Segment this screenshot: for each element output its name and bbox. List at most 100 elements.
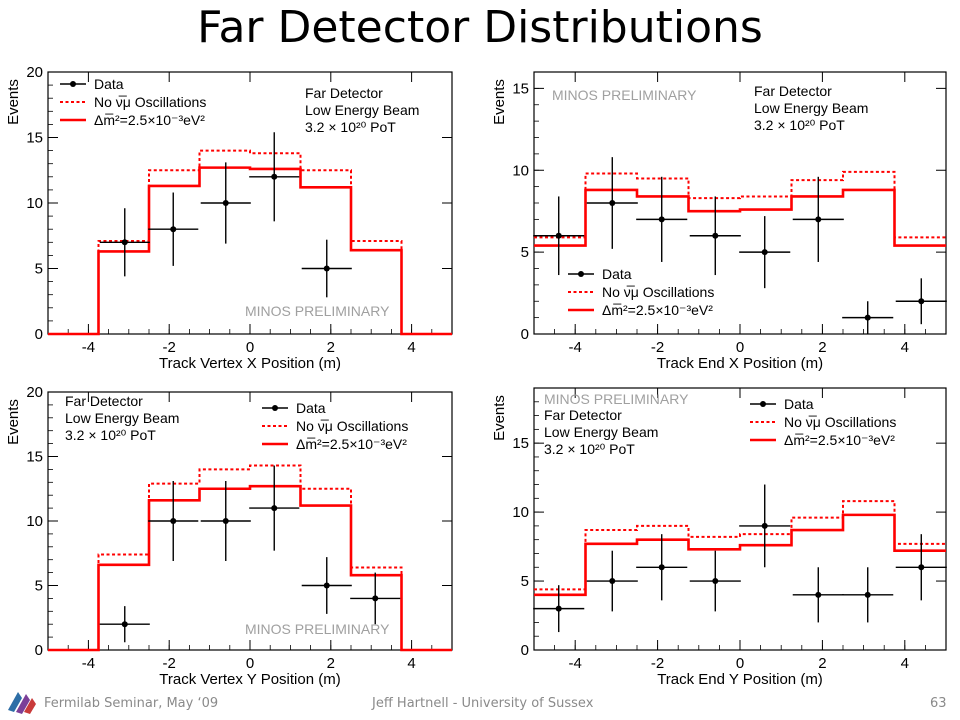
histogram-oscillated bbox=[48, 166, 452, 336]
x-tick-label: -2 bbox=[163, 339, 176, 356]
x-tick-label: 4 bbox=[901, 655, 909, 672]
data-point bbox=[222, 518, 229, 524]
info-line: Low Energy Beam bbox=[65, 410, 179, 426]
x-tick-label: 4 bbox=[407, 339, 415, 356]
y-tick-label: 0 bbox=[521, 642, 529, 659]
y-tick-label: 5 bbox=[521, 573, 529, 590]
x-axis-label: Track End X Position (m) bbox=[657, 355, 823, 372]
x-tick-label: 4 bbox=[407, 655, 415, 672]
y-tick-label: 10 bbox=[26, 513, 43, 530]
y-axis-label: Events bbox=[5, 399, 22, 445]
histogram-no-oscillations bbox=[534, 500, 946, 591]
footer-author: Jeff Hartnell - University of Sussex bbox=[372, 696, 594, 711]
y-axis-label: Events bbox=[491, 395, 508, 441]
y-tick-label: 5 bbox=[35, 261, 43, 278]
legend-data-label: Data bbox=[296, 400, 326, 416]
data-point bbox=[121, 621, 128, 628]
histogram-no-oscillations bbox=[48, 464, 452, 651]
histogram-no-oscillations bbox=[534, 170, 946, 239]
data-point bbox=[815, 216, 822, 223]
chart-track-end-y: 0 5 10 15 -4 -2 0 2 4 Track End Y Position (m) Eve… bbox=[491, 387, 947, 688]
x-tick-label: -4 bbox=[569, 339, 582, 356]
data-point bbox=[658, 216, 665, 223]
y-tick-label: 10 bbox=[512, 504, 529, 521]
slide-title: Far Detector Distributions bbox=[197, 2, 763, 53]
y-tick-label: 10 bbox=[26, 195, 43, 212]
x-tick-label: -4 bbox=[82, 339, 95, 356]
x-tick-label: 0 bbox=[736, 655, 744, 672]
data-point bbox=[864, 314, 871, 321]
data-point bbox=[918, 564, 925, 571]
data-point bbox=[761, 522, 768, 529]
data-point bbox=[271, 505, 278, 512]
data-point bbox=[222, 200, 229, 206]
x-tick-label: 0 bbox=[246, 339, 254, 356]
legend-data-label: Data bbox=[784, 396, 814, 412]
y-tick-label: 0 bbox=[35, 642, 43, 659]
data-point bbox=[170, 226, 177, 233]
chart-track-vertex-x: 0 5 10 15 20 -4 -2 0 2 4 Track Vertex X Position (… bbox=[5, 64, 453, 372]
data-point bbox=[761, 249, 768, 256]
y-tick-label: 15 bbox=[26, 449, 43, 466]
data-point bbox=[323, 582, 330, 589]
data-point bbox=[864, 591, 871, 598]
page-number: 63 bbox=[930, 696, 947, 711]
preliminary-label: MINOS PRELIMINARY bbox=[245, 621, 390, 637]
info-line: Far Detector bbox=[65, 393, 143, 409]
legend-osc-label: Δm̅²=2.5×10⁻³eV² bbox=[296, 436, 407, 452]
legend-no-osc-label: No ν̅μ Oscillations bbox=[296, 418, 408, 434]
legend-osc-label: Δm̅²=2.5×10⁻³eV² bbox=[784, 432, 895, 448]
y-tick-label: 0 bbox=[521, 326, 529, 343]
data-point bbox=[712, 232, 719, 239]
x-axis-label: Track Vertex X Position (m) bbox=[159, 355, 341, 372]
y-axis-label: Events bbox=[491, 79, 508, 125]
x-tick-label: 2 bbox=[818, 655, 826, 672]
fermilab-logo bbox=[8, 692, 36, 714]
legend-osc-label: Δm̅²=2.5×10⁻³eV² bbox=[94, 112, 205, 128]
info-line: 3.2 × 10²⁰ PoT bbox=[544, 441, 635, 457]
data-point bbox=[170, 518, 177, 524]
legend-osc-label: Δm̅²=2.5×10⁻³eV² bbox=[602, 302, 713, 318]
data-point bbox=[609, 200, 616, 206]
chart-track-end-x: 0 5 10 15 -4 -2 0 2 4 Track End X Position (m) Eve… bbox=[491, 71, 947, 372]
preliminary-label: MINOS PRELIMINARY bbox=[544, 391, 689, 407]
histogram-no-oscillations bbox=[48, 149, 452, 335]
info-line: Far Detector bbox=[544, 407, 622, 423]
y-tick-label: 20 bbox=[26, 64, 43, 81]
x-tick-label: -4 bbox=[82, 655, 95, 672]
legend-no-osc-label: No ν̅μ Oscillations bbox=[602, 284, 714, 300]
legend-data-label: Data bbox=[602, 266, 632, 282]
chart-track-vertex-y: 0 5 10 15 20 -4 -2 0 2 4 Track Vertex Y Position (… bbox=[5, 384, 453, 688]
data-point bbox=[121, 239, 128, 246]
x-tick-label: 2 bbox=[327, 339, 335, 356]
preliminary-label: MINOS PRELIMINARY bbox=[552, 87, 697, 103]
data-point bbox=[323, 265, 330, 272]
x-axis-label: Track Vertex Y Position (m) bbox=[159, 671, 340, 688]
legend-no-osc-label: No ν̅μ Oscillations bbox=[784, 414, 896, 430]
y-tick-label: 0 bbox=[35, 326, 43, 343]
x-tick-label: 2 bbox=[327, 655, 335, 672]
data-point bbox=[658, 564, 665, 571]
y-tick-label: 20 bbox=[26, 384, 43, 401]
info-line: Far Detector bbox=[754, 83, 832, 99]
data-point bbox=[271, 173, 278, 180]
y-tick-label: 10 bbox=[512, 162, 529, 179]
x-tick-label: -2 bbox=[163, 655, 176, 672]
data-point bbox=[609, 578, 616, 585]
legend-data-marker bbox=[578, 271, 584, 277]
info-line: Low Energy Beam bbox=[305, 102, 419, 118]
data-point bbox=[372, 595, 379, 602]
y-tick-label: 5 bbox=[35, 578, 43, 595]
x-tick-label: -2 bbox=[651, 339, 664, 356]
legend-data-marker bbox=[760, 401, 766, 407]
data-point bbox=[555, 605, 562, 612]
x-tick-label: 4 bbox=[901, 339, 909, 356]
x-tick-label: 0 bbox=[736, 339, 744, 356]
x-tick-label: 0 bbox=[246, 655, 254, 672]
info-line: Low Energy Beam bbox=[544, 424, 658, 440]
info-line: Far Detector bbox=[305, 85, 383, 101]
footer-event: Fermilab Seminar, May ‘09 bbox=[44, 696, 219, 711]
histogram-oscillated bbox=[534, 513, 946, 597]
info-line: 3.2 × 10²⁰ PoT bbox=[305, 119, 396, 135]
histogram-oscillated bbox=[534, 188, 946, 247]
